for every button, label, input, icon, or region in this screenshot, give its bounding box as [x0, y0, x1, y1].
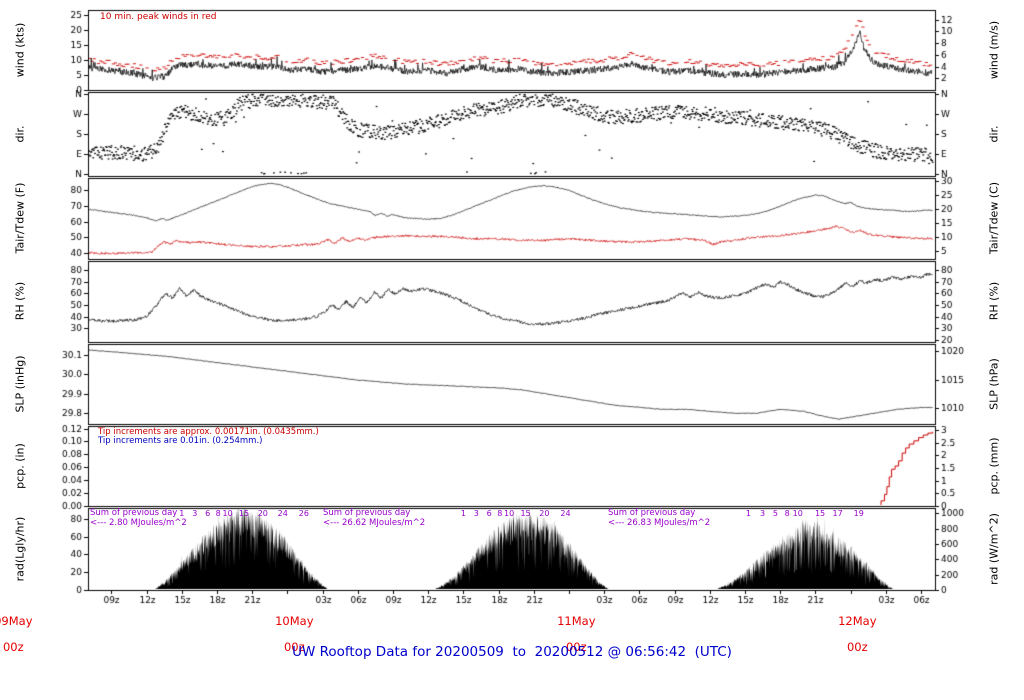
- axis-title-pcp-left: pcp. (in): [13, 443, 27, 489]
- rad-sum-note-2: Sum of previous day <--- 26.62 MJoules/m…: [323, 508, 426, 528]
- rad-sum-note-1-line1: Sum of previous day: [90, 508, 178, 518]
- x-date-12may-line1: 12May: [838, 614, 877, 628]
- rad-hour-mark: 8: [784, 509, 790, 518]
- axis-title-dir-right: dir.: [987, 125, 1001, 143]
- rad-hour-mark: 3: [192, 509, 198, 518]
- rad-hour-mark: 15: [238, 509, 250, 518]
- rad-hour-mark: 20: [539, 509, 550, 518]
- rad-hour-mark: 10: [504, 509, 515, 518]
- axis-title-pcp-right: pcp. (mm): [987, 437, 1001, 495]
- x-date-10may-line2: 00z: [283, 640, 305, 654]
- rad-sum-note-3: Sum of previous day <--- 26.83 MJoules/m…: [608, 508, 711, 528]
- figure-title: UW Rooftop Data for 20200509 to 20200512…: [292, 644, 732, 660]
- rad-sum-note-1: Sum of previous day <--- 2.80 MJoules/m^…: [90, 508, 187, 528]
- x-date-12may: 12May 00z: [820, 602, 880, 667]
- wind-peak-note: 10 min. peak winds in red: [100, 12, 217, 22]
- rad-hour-mark: 8: [215, 509, 221, 518]
- rad-hour-mark: 6: [486, 509, 492, 518]
- rad-hour-mark: 24: [560, 509, 571, 518]
- x-date-12may-line2: 00z: [846, 640, 868, 654]
- rad-hour-mark: 3: [760, 509, 766, 518]
- x-date-10may-line1: 10May: [275, 614, 314, 628]
- rad-hour-mark: 19: [853, 509, 864, 518]
- x-date-09may-line2: 00z: [2, 640, 24, 654]
- rad-hour-mark: 10: [222, 509, 233, 518]
- rad-sum-note-3-line1: Sum of previous day: [608, 508, 696, 518]
- rad-hour-mark: 10: [792, 509, 803, 518]
- axis-title-rad-left: rad(Lgly/hr): [13, 516, 27, 582]
- axis-title-temp-left: Tair/Tdew (F): [13, 182, 27, 254]
- x-date-11may-line2: 00z: [565, 640, 587, 654]
- rad-hour-mark: 15: [520, 509, 531, 518]
- rad-hour-mark: 3: [473, 509, 479, 518]
- pcp-tip-note-blue: Tip increments are 0.01in. (0.254mm.): [98, 436, 263, 446]
- axis-title-rh-left: RH (%): [13, 281, 27, 321]
- rad-hour-mark: 20: [257, 509, 268, 518]
- rad-sum-note-2-line1: Sum of previous day: [323, 508, 411, 518]
- axis-title-slp-left: SLP (inHg): [13, 355, 27, 413]
- rad-hour-mark: 24: [277, 509, 288, 518]
- axis-title-wind-left: wind (kts): [13, 22, 27, 78]
- rad-hour-mark: 17: [832, 509, 843, 518]
- axis-title-temp-right: Tair/Tdew (C): [987, 181, 1001, 255]
- rad-sum-note-2-line2: <--- 26.62 MJoules/m^2: [323, 517, 426, 528]
- x-date-11may-line1: 11May: [557, 614, 596, 628]
- x-date-11may: 11May 00z: [539, 602, 599, 667]
- rad-sum-note-3-line2: <--- 26.83 MJoules/m^2: [608, 517, 711, 528]
- rad-hour-mark: 1: [460, 509, 466, 518]
- axis-title-dir-left: dir.: [13, 125, 27, 143]
- axis-title-rad-right: rad (W/m^2): [987, 513, 1001, 585]
- rad-hour-mark: 15: [814, 509, 826, 518]
- axis-title-rh-right: RH (%): [987, 281, 1001, 321]
- axis-title-wind-right: wind (m/s): [987, 20, 1001, 80]
- rad-hour-mark: 1: [179, 509, 185, 518]
- rad-hour-mark: 1: [745, 509, 752, 518]
- x-date-09may-line1: 09May: [0, 614, 33, 628]
- rad-hour-mark: 26: [298, 509, 309, 518]
- rad-sum-note-1-line2: <--- 2.80 MJoules/m^2: [90, 517, 187, 528]
- axis-title-slp-right: SLP (hPa): [987, 358, 1001, 410]
- rad-hour-mark: 6: [205, 509, 211, 518]
- rad-hour-mark: 8: [497, 509, 503, 518]
- x-date-09may: 09May 00z: [0, 602, 36, 667]
- rad-hour-mark: 5: [772, 509, 778, 518]
- x-date-10may: 10May 00z: [257, 602, 317, 667]
- pcp-tip-note-red: Tip increments are approx. 0.00171in. (0…: [98, 427, 319, 437]
